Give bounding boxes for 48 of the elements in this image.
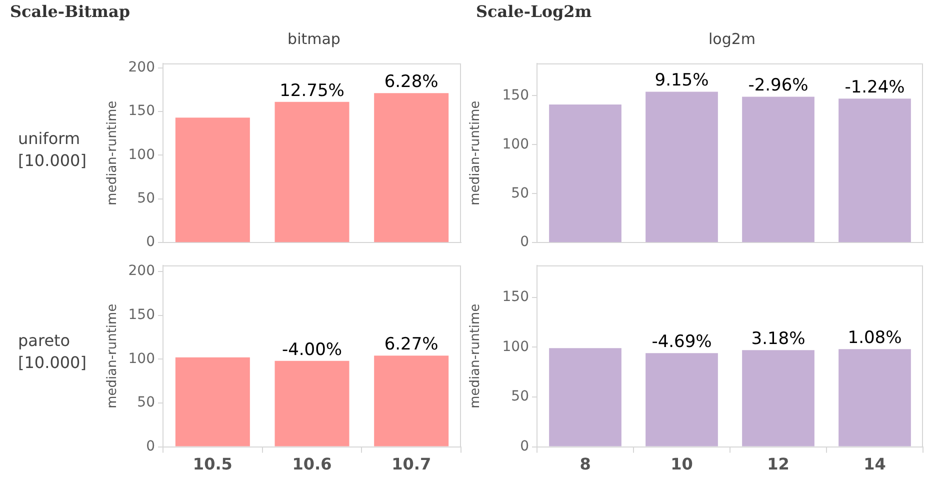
chart-subtitle: bitmap — [286, 30, 342, 48]
y-tick-label: 50 — [137, 394, 155, 411]
annotation: 3.18% — [751, 329, 806, 350]
text: pareto [10.000] — [18, 330, 86, 374]
y-tick-label: 0 — [520, 438, 529, 454]
y-tick-label: 50 — [137, 190, 155, 207]
x-tick-label: 10.5 — [192, 454, 232, 474]
y-tick-label: 100 — [502, 136, 529, 152]
chart-subtitle: log2m — [707, 30, 757, 48]
chart-title: Scale-Log2m — [476, 2, 592, 21]
y-tick-label: 0 — [520, 234, 529, 250]
x-tick-label: 10.7 — [392, 454, 432, 474]
text: uniform [10.000] — [18, 128, 86, 172]
annotation: -1.24% — [844, 78, 905, 98]
annotation: -4.00% — [282, 340, 342, 360]
x-tick-label: 8 — [580, 454, 591, 474]
y-tick-label: 200 — [128, 59, 155, 76]
y-tick-label: 150 — [128, 103, 155, 120]
annotation: -4.69% — [652, 332, 712, 352]
y-tick-label: 100 — [502, 338, 529, 355]
y-tick-label: 0 — [146, 234, 155, 250]
x-tick-label: 10 — [670, 454, 693, 474]
annotation: 9.15% — [654, 70, 709, 91]
annotation: 6.27% — [384, 334, 438, 355]
annotation: 6.28% — [384, 72, 438, 92]
y-axis-title: median-runtime — [105, 304, 120, 408]
y-tick-label: 0 — [146, 438, 155, 454]
y-tick-label: 150 — [502, 87, 529, 104]
y-tick-label: 50 — [511, 388, 529, 405]
chart-title: Scale-Bitmap — [10, 2, 130, 21]
annotation: -2.96% — [748, 76, 808, 96]
y-tick-label: 150 — [502, 288, 529, 305]
x-tick-label: 12 — [767, 454, 790, 474]
annotation: 12.75% — [280, 80, 344, 101]
y-axis-title: median-runtime — [468, 304, 484, 408]
y-tick-label: 100 — [128, 146, 155, 163]
y-axis-title: median-runtime — [105, 100, 120, 206]
y-tick-label: 50 — [511, 185, 529, 202]
y-tick-label: 200 — [128, 263, 155, 280]
y-tick-label: 150 — [128, 306, 155, 323]
x-tick-label: 10.6 — [292, 454, 332, 474]
y-tick-label: 100 — [128, 350, 155, 367]
x-tick-label: 14 — [864, 454, 886, 474]
bar — [175, 118, 250, 242]
bar — [274, 102, 350, 242]
y-axis-title: median-runtime — [468, 100, 484, 206]
bar — [374, 93, 449, 242]
annotation: 1.08% — [848, 328, 902, 348]
